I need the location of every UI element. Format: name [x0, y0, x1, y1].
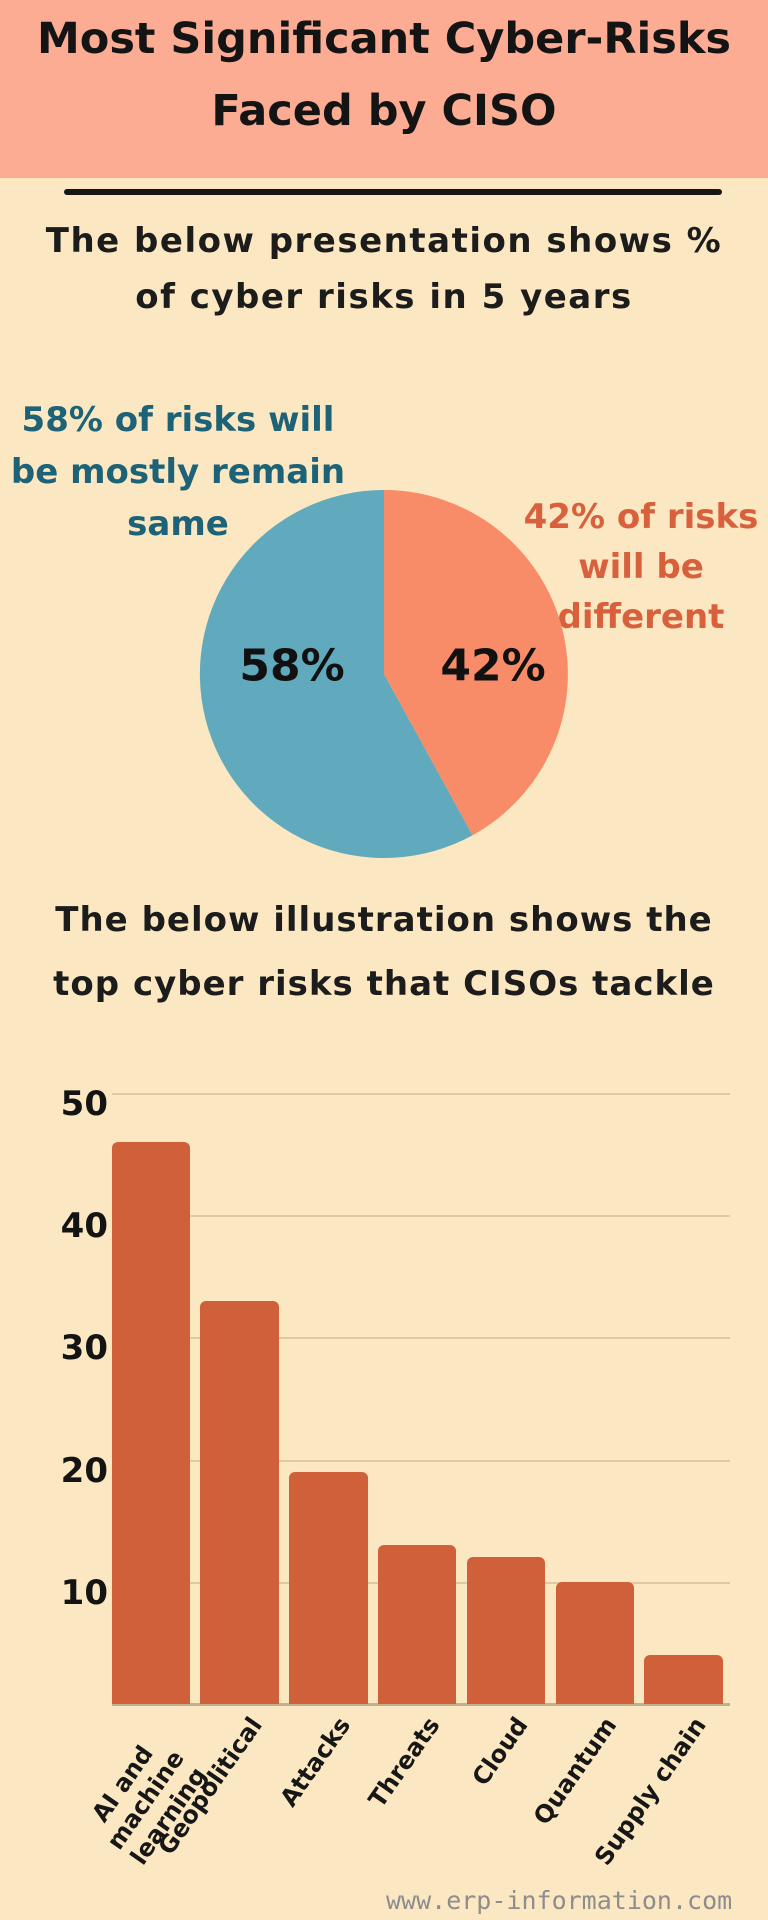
bar-quantum	[555, 1581, 635, 1704]
x-axis-line	[112, 1703, 730, 1706]
bar-geopolitical	[200, 1300, 279, 1704]
bar-supply-chain	[644, 1655, 723, 1704]
pie-caption-same-line2: be mostly remain	[10, 452, 346, 492]
gridline-30	[112, 1337, 730, 1340]
pie-slice-label-58: 58%	[239, 640, 345, 692]
bar-threats	[377, 1545, 457, 1704]
y-axis-tick-label-30: 30	[60, 1328, 108, 1369]
intro-text-line1: The below presentation shows %	[45, 221, 723, 261]
pie-caption-diff-line2: will be	[578, 547, 704, 587]
pie-caption-diff-line1: 42% of risks	[523, 497, 759, 537]
pie-caption-different-risks: 42% of risks will be different	[511, 492, 768, 642]
bar-chart-heading-line2: top cyber risks that CISOs tackle	[53, 964, 715, 1004]
header-divider-line	[64, 189, 722, 195]
gridline-50	[112, 1093, 730, 1095]
intro-text: The below presentation shows % of cyber …	[0, 213, 768, 325]
page-title-line2: Faced by CISO	[211, 86, 557, 136]
pie-caption-same-line3: same	[127, 504, 229, 544]
bar-attacks	[289, 1471, 368, 1704]
page-title-line1: Most Significant Cyber-Risks	[36, 14, 732, 64]
y-axis-tick-label-40: 40	[60, 1206, 108, 1247]
pie-slice-42	[384, 490, 568, 836]
x-axis-label-threats: Threats	[362, 1712, 446, 1813]
bar-cloud	[466, 1557, 546, 1704]
bar-ai-and-machine-learning	[111, 1141, 191, 1704]
bar-chart-heading-line1: The below illustration shows the	[55, 900, 713, 940]
pie-chart	[199, 489, 568, 858]
pie-slice-label-42: 42%	[440, 640, 546, 692]
gridline-20	[112, 1459, 730, 1462]
intro-text-line2: of cyber risks in 5 years	[135, 277, 633, 317]
pie-caption-diff-line3: different	[557, 597, 725, 637]
website-url: www.erp-information.com	[386, 1886, 733, 1915]
x-axis-label-attacks: Attacks	[274, 1712, 357, 1812]
y-axis-tick-label-10: 10	[60, 1572, 108, 1613]
pie-caption-same-risks: 58% of risks will be mostly remain same	[0, 394, 356, 550]
pie-caption-same-line1: 58% of risks will	[21, 400, 335, 440]
header-banner	[0, 0, 768, 178]
page-title: Most Significant Cyber-Risks Faced by CI…	[0, 3, 768, 147]
x-axis-label-quantum: Quantum	[528, 1712, 623, 1830]
gridline-40	[112, 1215, 730, 1218]
y-axis-tick-label-50: 50	[60, 1084, 108, 1124]
pie-slice-58	[199, 489, 473, 858]
y-axis-tick-label-20: 20	[60, 1450, 108, 1491]
x-axis-label-cloud: Cloud	[467, 1712, 534, 1791]
bar-chart-heading: The below illustration shows the top cyb…	[0, 888, 768, 1016]
